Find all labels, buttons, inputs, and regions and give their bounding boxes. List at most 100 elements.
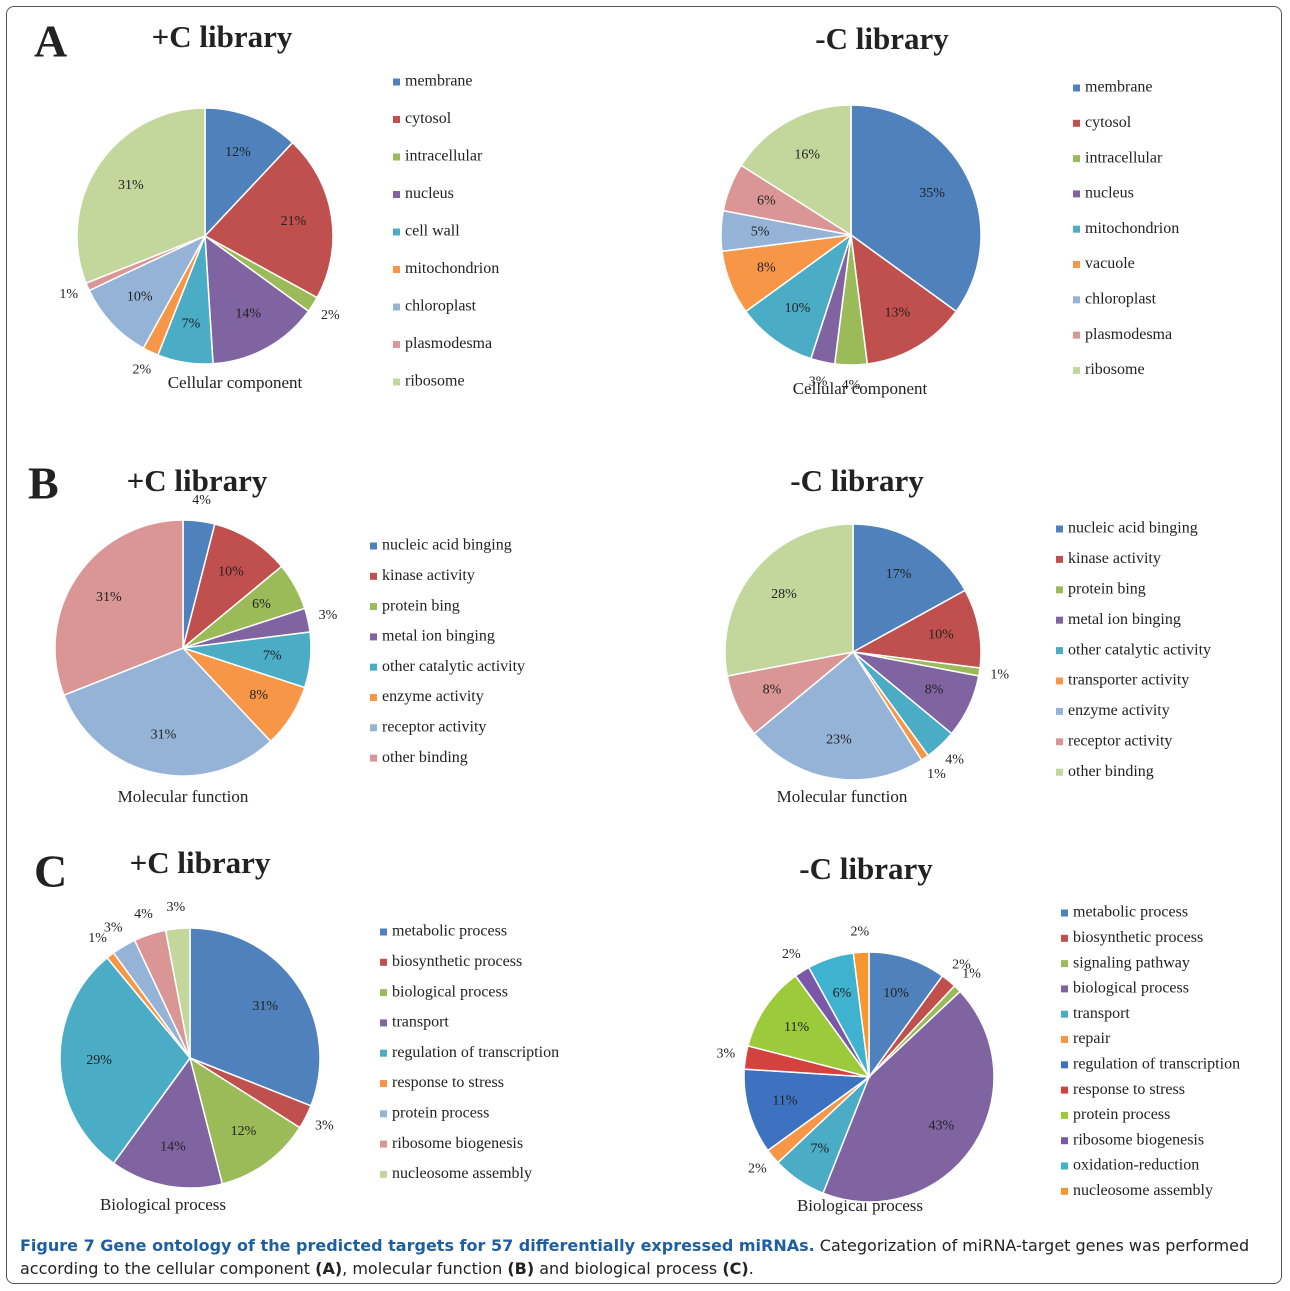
data-label: 23% bbox=[826, 733, 852, 748]
caption-text: . bbox=[748, 1259, 754, 1278]
legend-label: biosynthetic process bbox=[392, 953, 522, 970]
x-axis-label: Molecular function bbox=[777, 787, 908, 806]
caption-title: Figure 7 Gene ontology of the predicted … bbox=[20, 1236, 815, 1255]
legend-label: metabolic process bbox=[1073, 904, 1188, 921]
data-label: 6% bbox=[833, 986, 852, 1001]
data-label: 2% bbox=[321, 308, 340, 323]
legend-label: nucleosome assembly bbox=[392, 1165, 532, 1182]
legend-swatch bbox=[380, 958, 387, 966]
legend-swatch bbox=[1061, 1187, 1068, 1195]
x-axis-label: Molecular function bbox=[118, 787, 249, 806]
legend-label: nucleus bbox=[1085, 185, 1134, 202]
pie-slice bbox=[88, 234, 207, 350]
pie-slice bbox=[822, 990, 995, 1203]
caption-text: (B) bbox=[507, 1259, 535, 1278]
legend-swatch bbox=[1073, 296, 1080, 304]
pie-slice bbox=[59, 956, 191, 1165]
legend-swatch bbox=[1073, 84, 1080, 92]
pie-slice bbox=[868, 951, 944, 1080]
legend-label: nucleic acid binging bbox=[1068, 520, 1198, 537]
data-label: 10% bbox=[127, 290, 153, 305]
pie-slice bbox=[204, 234, 310, 365]
legend-label: enzyme activity bbox=[382, 688, 484, 705]
data-label: 10% bbox=[883, 986, 909, 1001]
legend-label: kinase activity bbox=[1068, 550, 1161, 567]
legend-swatch bbox=[1056, 768, 1063, 776]
pie-slice bbox=[850, 104, 982, 313]
data-label: 4% bbox=[842, 378, 861, 393]
legend-label: mitochondrion bbox=[1085, 220, 1179, 237]
pie-slice bbox=[850, 233, 958, 365]
legend-label: chloroplast bbox=[1085, 290, 1157, 307]
x-axis-label: Biological process bbox=[100, 1195, 226, 1214]
pie-slice bbox=[852, 523, 967, 654]
legend-swatch bbox=[380, 1140, 387, 1148]
pie-slice bbox=[76, 107, 206, 285]
legend-swatch bbox=[1056, 707, 1063, 715]
legend-swatch bbox=[1073, 119, 1080, 127]
data-label: 7% bbox=[182, 317, 201, 332]
legend-swatch bbox=[1056, 738, 1063, 746]
legend-swatch bbox=[1061, 1061, 1068, 1069]
pie-slice bbox=[740, 104, 852, 237]
legend-swatch bbox=[380, 1019, 387, 1027]
legend-swatch bbox=[370, 572, 377, 580]
pie-slice bbox=[188, 1056, 301, 1185]
pie-slice bbox=[204, 107, 294, 238]
caption-text: and biological process bbox=[534, 1259, 723, 1278]
data-label: 31% bbox=[96, 590, 122, 605]
data-label: 43% bbox=[929, 1118, 955, 1133]
data-label: 1% bbox=[88, 931, 107, 946]
legend-swatch bbox=[393, 266, 400, 273]
legend-swatch bbox=[1056, 586, 1063, 594]
legend-label: membrane bbox=[405, 73, 473, 90]
pie-slice bbox=[852, 951, 870, 1078]
legend-label: ribosome biogenesis bbox=[1073, 1131, 1204, 1148]
pie-slice bbox=[112, 1056, 224, 1189]
data-label: 8% bbox=[757, 261, 776, 276]
data-label: 3% bbox=[104, 920, 123, 935]
data-label: 2% bbox=[952, 957, 971, 972]
legend-label: nucleus bbox=[405, 185, 454, 202]
legend-swatch bbox=[1056, 677, 1063, 685]
legend-label: signaling pathway bbox=[1073, 954, 1190, 971]
pie-slice bbox=[54, 519, 184, 697]
legend-label: chloroplast bbox=[405, 298, 477, 315]
legend-label: nucleic acid binging bbox=[382, 537, 512, 554]
data-label: 6% bbox=[757, 194, 776, 209]
pie-slice bbox=[753, 650, 923, 781]
legend-swatch bbox=[1061, 1111, 1068, 1119]
legend-label: other catalytic activity bbox=[1068, 641, 1211, 658]
pie-slice bbox=[724, 523, 854, 677]
legend-label: ribosome bbox=[1085, 361, 1145, 378]
data-label: 2% bbox=[748, 1162, 767, 1177]
data-label: 8% bbox=[763, 682, 782, 697]
panel-letter: C bbox=[34, 846, 67, 897]
legend-swatch bbox=[393, 228, 400, 236]
data-label: 31% bbox=[252, 999, 278, 1014]
legend-label: transport bbox=[392, 1014, 449, 1031]
data-label: 11% bbox=[772, 1094, 797, 1109]
pie-slice bbox=[181, 523, 283, 651]
data-label: 2% bbox=[132, 363, 151, 378]
caption-text: (A) bbox=[315, 1259, 343, 1278]
data-label: 7% bbox=[810, 1142, 829, 1157]
legend-label: metabolic process bbox=[392, 923, 507, 940]
legend-swatch bbox=[1073, 155, 1080, 163]
legend-swatch bbox=[1061, 934, 1068, 942]
data-label: 4% bbox=[192, 493, 211, 508]
chart-title: +C library bbox=[127, 463, 268, 498]
data-label: 10% bbox=[218, 565, 244, 580]
legend-swatch bbox=[1061, 1137, 1068, 1145]
legend-label: other binding bbox=[1068, 763, 1154, 780]
legend-swatch bbox=[1056, 525, 1063, 533]
data-label: 14% bbox=[235, 307, 261, 322]
caption: Figure 7 Gene ontology of the predicted … bbox=[20, 1234, 1270, 1280]
chart-title: -C library bbox=[790, 463, 924, 498]
data-label: 10% bbox=[785, 301, 811, 316]
legend-label: repair bbox=[1073, 1030, 1111, 1047]
legend-swatch bbox=[1061, 985, 1068, 993]
legend-label: metal ion binging bbox=[382, 628, 495, 645]
legend-label: biological process bbox=[1073, 980, 1189, 997]
